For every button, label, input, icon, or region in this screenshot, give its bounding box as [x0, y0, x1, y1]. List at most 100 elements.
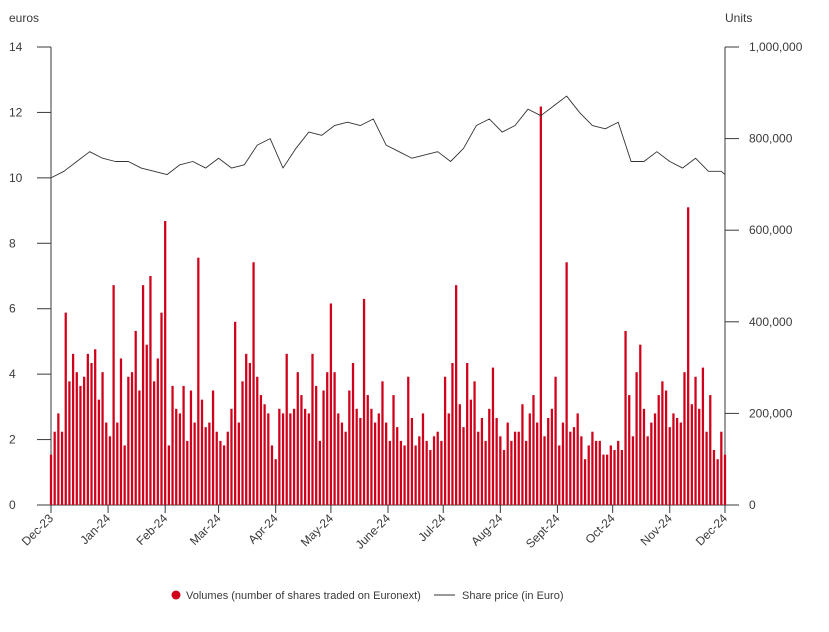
price-line-group	[50, 95, 726, 179]
left-axis-tick-label: 6	[9, 302, 16, 316]
volume-bar	[362, 298, 366, 505]
volume-bar	[186, 440, 189, 505]
volume-bar	[473, 381, 476, 505]
volume-bar	[329, 303, 333, 505]
x-axis-month-label: Nov-24	[638, 511, 675, 548]
volume-bar	[68, 381, 71, 505]
volume-bar	[484, 440, 487, 505]
volume-bar	[521, 404, 524, 505]
volume-bar	[443, 376, 447, 505]
volume-bar	[259, 395, 263, 505]
left-axis-tick-label: 12	[9, 105, 23, 119]
volume-bar	[488, 408, 491, 505]
volume-bar	[421, 413, 425, 505]
volume-bar	[388, 440, 391, 505]
volume-bar	[407, 376, 410, 505]
volume-bar	[226, 431, 229, 505]
volume-bar	[513, 431, 517, 505]
volume-bar	[344, 431, 347, 505]
volume-bar	[594, 440, 598, 505]
volume-bar	[451, 363, 454, 505]
volume-bar	[639, 344, 642, 505]
volume-bar	[440, 440, 443, 505]
volume-bar	[502, 450, 506, 505]
volume-bar	[57, 413, 60, 505]
volume-bar	[524, 440, 528, 505]
volume-bar	[112, 285, 115, 505]
volume-bar	[248, 363, 252, 505]
volume-bar	[510, 440, 513, 505]
volume-bar	[517, 431, 520, 505]
volume-bar	[602, 454, 605, 505]
volume-bar	[543, 436, 546, 505]
left-axis-tick-label: 0	[9, 498, 16, 512]
volume-bar	[164, 221, 167, 506]
volume-bar	[94, 349, 97, 505]
x-axis-month-label: Jul-24	[415, 511, 448, 544]
volume-bar	[462, 427, 465, 505]
volume-bar	[138, 390, 141, 505]
volume-bar	[558, 445, 561, 505]
volume-bar	[583, 459, 587, 505]
volume-bar	[171, 385, 174, 505]
volume-bar	[105, 422, 108, 505]
volume-bar	[628, 395, 631, 505]
volume-bar	[370, 408, 373, 505]
volume-bar	[300, 395, 303, 505]
volume-bar	[572, 427, 576, 505]
volume-bar	[245, 353, 248, 505]
volume-bar	[101, 372, 104, 505]
volume-bar	[145, 344, 148, 505]
volume-bar	[278, 408, 281, 505]
volume-bar	[359, 417, 362, 505]
volume-bar	[204, 427, 207, 505]
volume-bar	[119, 358, 123, 505]
volume-bar	[60, 431, 64, 505]
volume-bar	[705, 431, 708, 505]
volume-bar	[650, 422, 653, 505]
volume-bar	[241, 381, 244, 505]
axes-group	[37, 46, 739, 513]
volume-bar	[598, 440, 601, 505]
x-axis-month-label: Feb-24	[134, 511, 171, 548]
x-axis-month-label: Aug-24	[468, 511, 505, 548]
right-axis-tick-label: 1,000,000	[749, 40, 803, 54]
volume-bar	[609, 445, 612, 505]
volume-bar	[606, 454, 609, 505]
volume-bar	[230, 408, 233, 505]
volume-bar	[396, 427, 399, 505]
volume-bar	[466, 363, 469, 505]
volume-bar	[646, 436, 649, 505]
volume-bar	[208, 422, 211, 505]
volume-bar	[469, 399, 472, 505]
volume-bar	[127, 376, 130, 505]
volume-bar	[429, 450, 432, 505]
volume-bar	[436, 431, 439, 505]
legend-price-label: Share price (in Euro)	[462, 590, 564, 602]
volume-bar	[130, 372, 134, 505]
legend-volumes-label: Volumes (number of shares traded on Euro…	[186, 590, 421, 602]
volume-bar	[399, 440, 403, 505]
volume-bar	[281, 413, 285, 505]
volume-bar	[432, 436, 436, 505]
volume-bar	[337, 413, 340, 505]
x-axis-month-label: May-24	[298, 511, 336, 549]
share-price-line	[50, 95, 726, 179]
volume-bar	[554, 376, 557, 505]
left-axis-tick-label: 10	[9, 171, 23, 185]
volume-bar	[289, 413, 292, 505]
volume-bar	[326, 372, 329, 505]
volume-bar	[234, 321, 237, 505]
volume-bar	[53, 431, 56, 505]
volume-bar	[532, 395, 535, 505]
volume-bar	[296, 372, 299, 505]
volume-bar	[723, 454, 727, 505]
volume-bar	[64, 312, 67, 505]
volume-bar	[491, 367, 495, 505]
volume-bar	[620, 450, 624, 505]
volume-bar	[480, 417, 484, 505]
volume-bar	[653, 413, 657, 505]
x-axis-month-label: Sept-24	[523, 511, 563, 551]
x-axis-month-label: Jan-24	[77, 511, 113, 547]
volume-bar	[366, 395, 369, 505]
